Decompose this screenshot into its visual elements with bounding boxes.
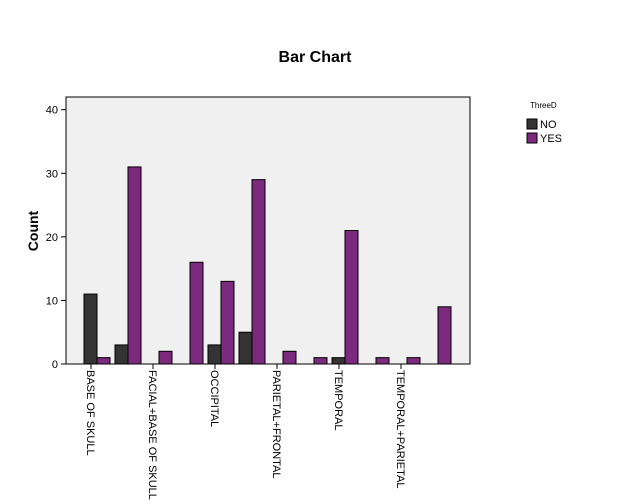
bar — [331, 357, 346, 365]
y-tick-label: 10 — [46, 295, 58, 307]
bar — [313, 357, 328, 365]
bar — [127, 166, 142, 365]
x-tick-label: FACIAL+BASE OF SKULL — [146, 370, 158, 500]
bar — [238, 331, 253, 365]
x-tick-label: TEMPORAL+PARIETAL — [394, 370, 406, 489]
y-tick-label: 30 — [46, 168, 58, 180]
y-tick-label: 40 — [46, 105, 58, 117]
bar — [189, 261, 204, 365]
bar — [251, 179, 266, 365]
bar — [437, 306, 452, 365]
bar — [220, 280, 235, 365]
x-tick-label: OCCIPITAL — [208, 370, 220, 427]
bar — [96, 357, 111, 365]
legend-swatch — [526, 132, 538, 144]
bar — [114, 344, 129, 365]
y-axis-label: Count — [25, 210, 41, 251]
bar — [207, 344, 222, 365]
legend-swatch — [526, 118, 538, 130]
bar — [406, 357, 421, 365]
legend-label: YES — [540, 133, 562, 145]
y-tick-label: 20 — [46, 232, 58, 244]
bar — [158, 350, 173, 365]
x-tick-label: BASE OF SKULL — [84, 370, 96, 456]
bar — [344, 230, 359, 365]
x-tick-label: TEMPORAL — [332, 370, 344, 431]
legend-title: ThreeD — [530, 101, 557, 110]
chart-title: Bar Chart — [279, 49, 353, 66]
x-tick-label: PARIETAL+FRONTAL — [270, 370, 282, 479]
plot-area — [65, 96, 471, 365]
bar — [282, 350, 297, 365]
bar — [375, 357, 390, 365]
y-tick-label: 0 — [52, 359, 58, 371]
bar — [83, 293, 98, 365]
legend-label: NO — [540, 119, 557, 131]
